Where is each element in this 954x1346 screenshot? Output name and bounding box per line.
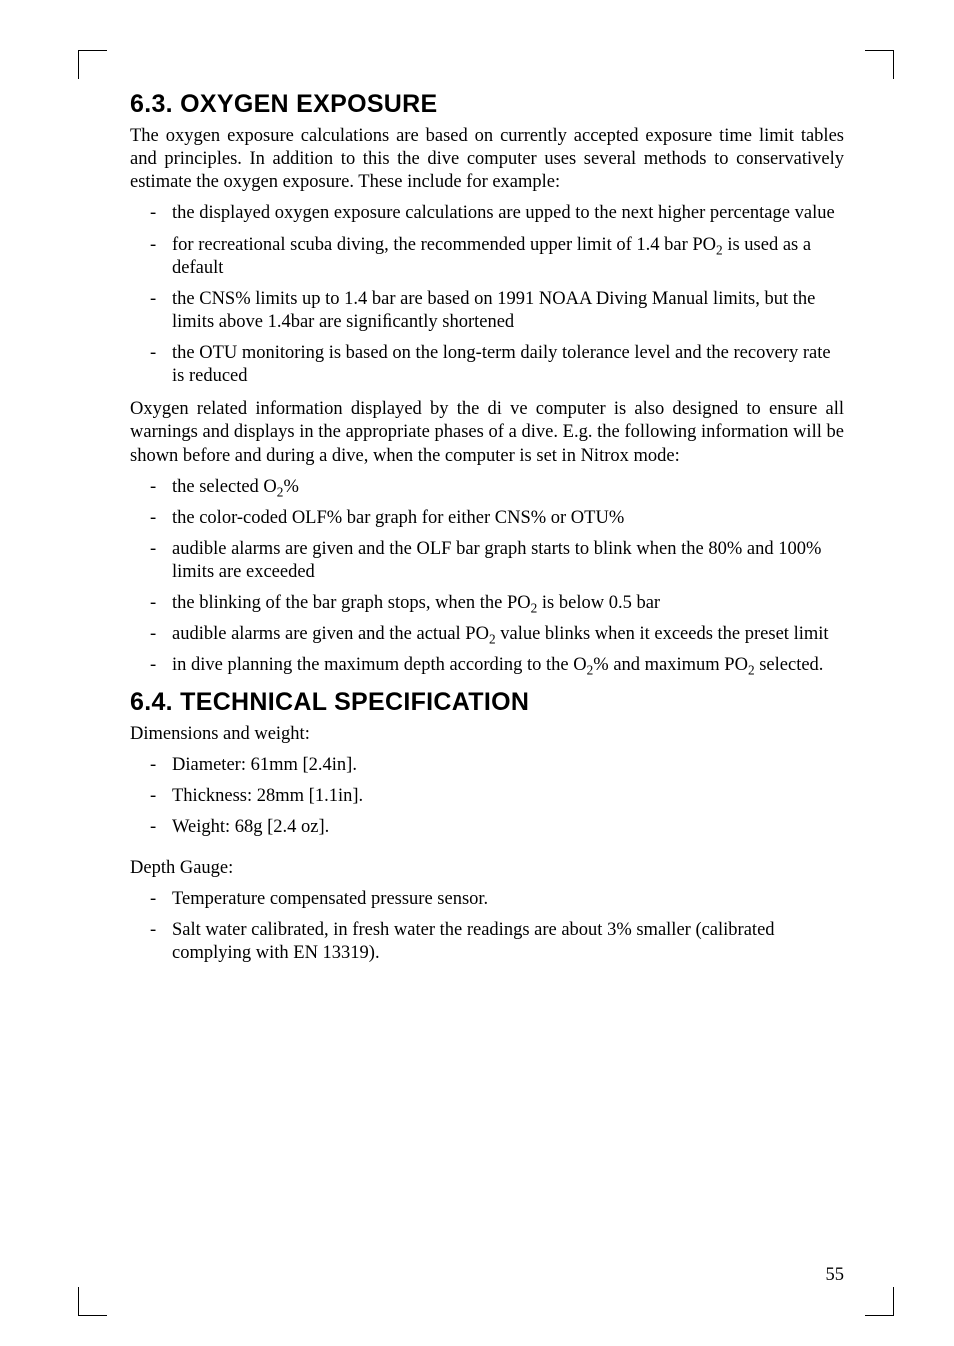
heading-6-4: 6.4. TECHNICAL SPECIFICATION: [130, 688, 844, 717]
list-item: in dive planning the maximum depth accor…: [130, 654, 844, 677]
list-item: the selected O2%: [130, 476, 844, 499]
crop-mark-tr: [865, 50, 894, 79]
list-64-1: Diameter: 61mm [2.4in]. Thickness: 28mm …: [130, 754, 844, 839]
list-item: the blinking of the bar graph stops, whe…: [130, 592, 844, 615]
page: 6.3. OXYGEN EXPOSURE The oxygen exposure…: [0, 0, 954, 1346]
list-item: audible alarms are given and the actual …: [130, 623, 844, 646]
list-item: the CNS% limits up to 1.4 bar are based …: [130, 288, 844, 334]
list-item: Thickness: 28mm [1.1in].: [130, 785, 844, 808]
list-item: audible alarms are given and the OLF bar…: [130, 538, 844, 584]
heading-6-3: 6.3. OXYGEN EXPOSURE: [130, 90, 844, 119]
list-item: the displayed oxygen exposure calculatio…: [130, 202, 844, 225]
list-63-1: the displayed oxygen exposure calculatio…: [130, 202, 844, 388]
crop-mark-tl: [78, 50, 107, 79]
crop-mark-br: [865, 1287, 894, 1316]
list-64-2: Temperature compensated pressure sensor.…: [130, 888, 844, 965]
page-number: 55: [826, 1265, 845, 1286]
paragraph-63-2: Oxygen related information displayed by …: [130, 398, 844, 467]
list-item: the OTU monitoring is based on the long-…: [130, 342, 844, 388]
list-item: Temperature compensated pressure sensor.: [130, 888, 844, 911]
paragraph-64-2: Depth Gauge:: [130, 857, 844, 880]
list-item: Diameter: 61mm [2.4in].: [130, 754, 844, 777]
list-item: Salt water calibrated, in fresh water th…: [130, 919, 844, 965]
list-item: Weight: 68g [2.4 oz].: [130, 816, 844, 839]
list-item: the color-coded OLF% bar graph for eithe…: [130, 507, 844, 530]
paragraph-64-1: Dimensions and weight:: [130, 723, 844, 746]
paragraph-63-1: The oxygen exposure calculations are bas…: [130, 125, 844, 194]
crop-mark-bl: [78, 1287, 107, 1316]
list-63-2: the selected O2% the color-coded OLF% ba…: [130, 476, 844, 678]
list-item: for recreational scuba diving, the recom…: [130, 234, 844, 280]
